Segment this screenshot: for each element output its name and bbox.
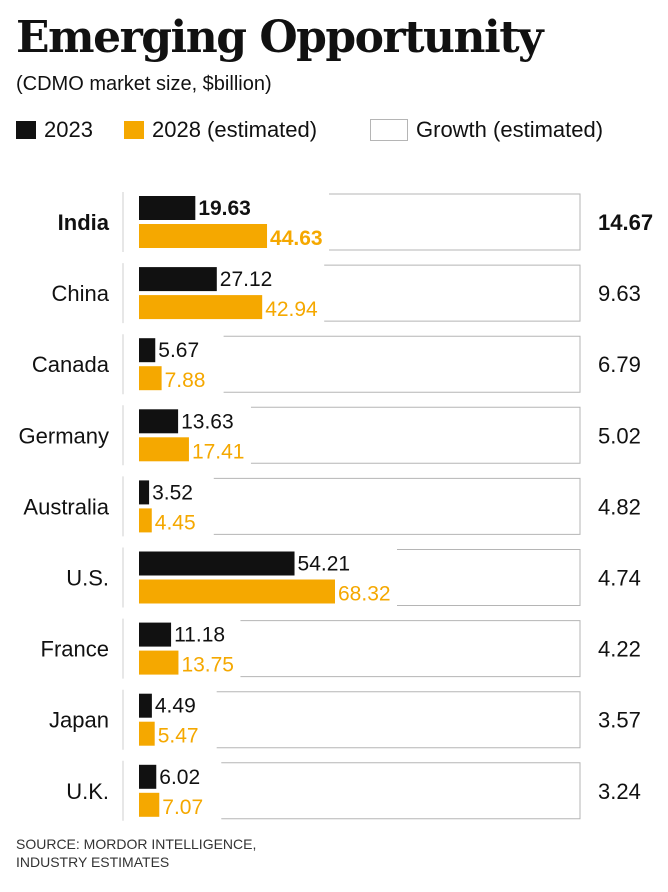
legend-label-2028: 2028 (estimated) bbox=[152, 117, 318, 142]
bar-2028-germany bbox=[139, 437, 189, 462]
value-label-2028-australia: 4.45 bbox=[155, 511, 196, 534]
bar-2023-u-s bbox=[139, 551, 295, 576]
category-label-japan: Japan bbox=[49, 708, 109, 733]
bar-2023-u-k bbox=[139, 764, 157, 789]
value-label-2023-india: 19.63 bbox=[198, 197, 251, 220]
bar-2023-canada bbox=[139, 338, 156, 363]
growth-value-canada: 6.79 bbox=[598, 352, 641, 377]
bar-2023-australia bbox=[139, 480, 150, 505]
source-line-2: INDUSTRY ESTIMATES bbox=[16, 854, 170, 870]
bar-2028-japan bbox=[139, 721, 155, 746]
value-label-2023-u-s: 54.21 bbox=[298, 553, 351, 576]
growth-box-china bbox=[324, 264, 581, 322]
category-label-u-s: U.S. bbox=[66, 566, 109, 591]
bar-2023-japan bbox=[139, 693, 152, 718]
growth-value-u-s: 4.74 bbox=[598, 566, 641, 591]
bar-2028-u-k bbox=[139, 792, 160, 817]
value-label-2028-canada: 7.88 bbox=[165, 369, 206, 392]
category-label-france: France bbox=[41, 637, 109, 662]
value-label-2023-china: 27.12 bbox=[220, 268, 273, 291]
growth-value-germany: 5.02 bbox=[598, 423, 641, 448]
legend-item-2023: 2023 bbox=[16, 114, 93, 146]
legend-swatch-2028 bbox=[124, 121, 144, 139]
bar-2023-france bbox=[139, 622, 172, 647]
value-label-2023-u-k: 6.02 bbox=[159, 766, 200, 789]
growth-box-canada bbox=[223, 335, 581, 393]
legend-label-growth: Growth (estimated) bbox=[416, 117, 604, 142]
growth-box-u-k bbox=[221, 762, 581, 820]
value-label-2023-germany: 13.63 bbox=[181, 410, 234, 433]
source-note: SOURCE: MORDOR INTELLIGENCE, INDUSTRY ES… bbox=[16, 835, 256, 871]
bar-2028-canada bbox=[139, 366, 162, 391]
value-label-2028-u-k: 7.07 bbox=[162, 796, 203, 819]
category-label-u-k: U.K. bbox=[66, 779, 109, 804]
source-line-1: SOURCE: MORDOR INTELLIGENCE, bbox=[16, 836, 257, 852]
growth-value-india: 14.67 bbox=[598, 210, 653, 235]
growth-box-germany bbox=[250, 406, 581, 464]
value-label-2023-france: 11.18 bbox=[174, 624, 225, 647]
legend-item-2028: 2028 (estimated) bbox=[124, 114, 317, 146]
growth-value-france: 4.22 bbox=[598, 637, 641, 662]
value-label-2028-u-s: 68.32 bbox=[338, 583, 391, 606]
legend-label-2023: 2023 bbox=[44, 117, 93, 142]
bar-2028-france bbox=[139, 650, 179, 675]
value-label-2023-australia: 3.52 bbox=[152, 481, 193, 504]
growth-box-u-s bbox=[397, 549, 581, 606]
category-label-canada: Canada bbox=[32, 352, 110, 377]
value-label-2023-canada: 5.67 bbox=[158, 339, 199, 362]
value-label-2028-france: 13.75 bbox=[181, 654, 234, 677]
growth-value-australia: 4.82 bbox=[598, 494, 641, 519]
growth-box-france bbox=[240, 620, 581, 678]
value-label-2028-india: 44.63 bbox=[270, 227, 323, 250]
bar-2023-china bbox=[139, 267, 217, 292]
category-label-china: China bbox=[52, 281, 110, 306]
chart-title: Emerging Opportunity bbox=[16, 12, 544, 63]
bar-2028-china bbox=[139, 295, 263, 320]
value-label-2028-germany: 17.41 bbox=[192, 440, 245, 463]
legend-swatch-growth bbox=[370, 119, 408, 141]
growth-box-india bbox=[329, 193, 581, 251]
bar-2028-u-s bbox=[139, 579, 335, 604]
growth-value-u-k: 3.24 bbox=[598, 779, 641, 804]
value-label-2028-china: 42.94 bbox=[265, 298, 318, 321]
category-label-germany: Germany bbox=[19, 423, 109, 448]
growth-box-japan bbox=[216, 691, 581, 749]
bar-2023-india bbox=[139, 196, 196, 220]
growth-value-china: 9.63 bbox=[598, 281, 641, 306]
bar-2023-germany bbox=[139, 409, 179, 434]
bar-2028-australia bbox=[139, 508, 152, 533]
legend: 2023 2028 (estimated) Growth (estimated) bbox=[16, 114, 656, 146]
chart-subtitle: (CDMO market size, $billion) bbox=[16, 73, 272, 95]
category-label-australia: Australia bbox=[23, 494, 109, 519]
growth-value-japan: 3.57 bbox=[598, 708, 641, 733]
value-label-2023-japan: 4.49 bbox=[155, 695, 196, 718]
bar-2028-india bbox=[139, 224, 268, 248]
value-label-2028-japan: 5.47 bbox=[158, 725, 199, 748]
category-label-india: India bbox=[58, 210, 110, 235]
legend-swatch-2023 bbox=[16, 121, 36, 139]
growth-box-australia bbox=[213, 477, 581, 535]
legend-item-growth: Growth (estimated) bbox=[370, 114, 603, 146]
